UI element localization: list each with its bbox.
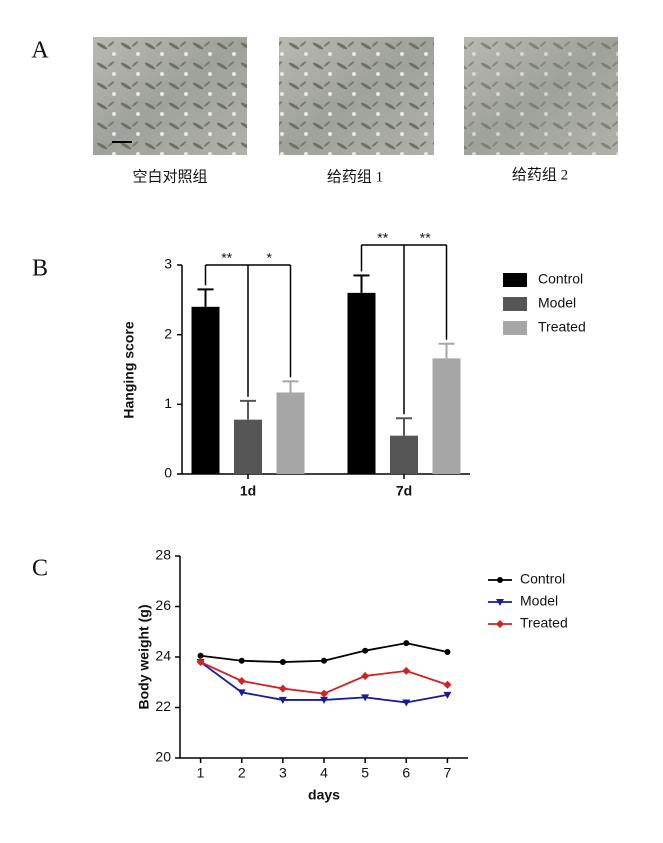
legend-marker — [496, 599, 504, 606]
y-tick-label: 22 — [155, 698, 171, 714]
x-tick-label: 6 — [402, 765, 410, 781]
point — [361, 671, 370, 680]
micrograph — [93, 37, 247, 155]
point — [320, 696, 328, 704]
x-tick-label: 1d — [240, 483, 256, 499]
x-tick-label: 7d — [396, 483, 412, 499]
legend-label: Model — [538, 295, 576, 311]
legend-label: Model — [520, 593, 558, 609]
caption: 给药组 2 — [512, 166, 568, 183]
legend-label: Control — [538, 271, 583, 287]
legend-swatch — [503, 297, 527, 311]
bar — [390, 435, 418, 474]
x-axis-label: days — [308, 787, 340, 803]
caption: 给药组 1 — [327, 168, 383, 185]
legend-marker — [496, 620, 504, 628]
y-axis-label: Hanging score — [121, 321, 137, 418]
point — [237, 689, 246, 697]
caption: 空白对照组 — [132, 168, 207, 185]
y-tick-label: 0 — [164, 465, 172, 481]
x-tick-label: 4 — [320, 765, 328, 781]
x-tick-label: 7 — [444, 765, 452, 781]
x-tick-label: 3 — [279, 765, 287, 781]
legend-swatch — [503, 321, 527, 335]
bar — [432, 358, 461, 474]
significance: * — [267, 250, 273, 266]
point — [320, 689, 328, 698]
significance: ** — [377, 230, 388, 246]
y-tick-label: 3 — [164, 256, 172, 272]
significance: ** — [420, 230, 431, 246]
legend-label: Control — [520, 571, 565, 587]
legend-marker — [497, 577, 503, 583]
legend-label: Treated — [520, 615, 568, 631]
point — [402, 666, 411, 675]
y-tick-label: 26 — [155, 597, 171, 613]
point — [443, 680, 452, 689]
point — [443, 691, 452, 699]
micrograph — [279, 37, 434, 155]
point — [279, 659, 286, 666]
y-tick-label: 20 — [155, 749, 171, 765]
x-tick-label: 2 — [238, 765, 246, 781]
legend-label: Treated — [538, 319, 586, 335]
point — [237, 676, 246, 685]
point — [197, 652, 204, 659]
point — [402, 699, 411, 707]
point — [444, 648, 451, 655]
micrograph — [464, 37, 618, 155]
bar — [347, 292, 376, 474]
x-tick-label: 5 — [361, 765, 369, 781]
y-tick-label: 1 — [164, 395, 172, 411]
y-tick-label: 28 — [155, 547, 171, 563]
x-tick-label: 1 — [197, 765, 205, 781]
point — [321, 657, 327, 664]
y-axis-label: Body weight (g) — [136, 605, 152, 710]
point — [403, 640, 410, 647]
significance: ** — [221, 250, 232, 266]
y-tick-label: 2 — [164, 325, 172, 341]
panel-label: C — [32, 556, 48, 582]
point — [361, 694, 370, 702]
bar — [234, 419, 262, 474]
bar — [191, 306, 220, 474]
point — [238, 657, 245, 664]
point — [362, 647, 369, 654]
panel-label: A — [31, 38, 49, 64]
point — [278, 696, 287, 704]
point — [196, 658, 205, 667]
panel-label: B — [32, 256, 48, 282]
point — [278, 684, 287, 693]
y-tick-label: 24 — [155, 648, 171, 664]
bar — [276, 392, 305, 474]
legend-swatch — [503, 273, 527, 287]
